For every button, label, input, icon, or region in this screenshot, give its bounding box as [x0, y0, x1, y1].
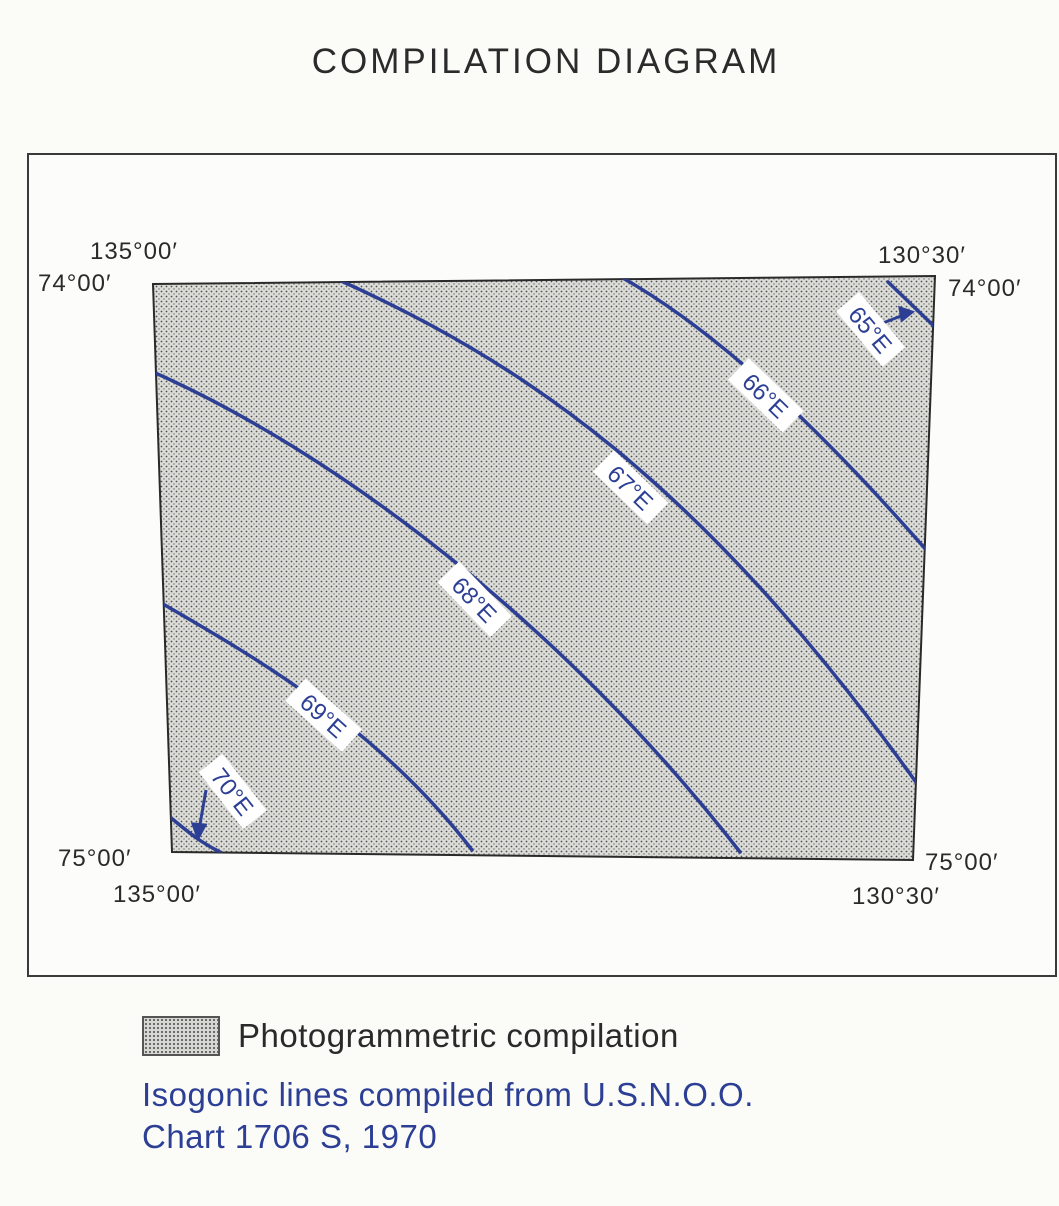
source-line-1: Isogonic lines compiled from U.S.N.O.O. [142, 1076, 754, 1113]
isogonic-line-65e [886, 280, 935, 332]
isogonic-source-note: Isogonic lines compiled from U.S.N.O.O. … [142, 1074, 1042, 1158]
bottom-left-latitude: 75°00′ [58, 845, 132, 872]
bottom-right-longitude: 130°30′ [852, 883, 940, 910]
arrowhead-65e-icon [898, 305, 916, 323]
top-left-longitude: 135°00′ [90, 238, 178, 265]
arrowhead-70e-icon [190, 822, 208, 842]
bottom-left-longitude: 135°00′ [113, 881, 201, 908]
stipple-swatch-icon [142, 1016, 220, 1056]
top-right-longitude: 130°30′ [878, 242, 966, 269]
isogonic-line-70e [168, 815, 222, 854]
diagram-title: COMPILATION DIAGRAM [311, 42, 781, 81]
source-line-2: Chart 1706 S, 1970 [142, 1118, 438, 1155]
isogonic-line-68e [153, 370, 742, 854]
legend-label: Photogrammetric compilation [238, 1017, 679, 1054]
top-left-latitude: 74°00′ [38, 270, 112, 297]
top-right-latitude: 74°00′ [948, 275, 1022, 302]
legend: Photogrammetric compilation Isogonic lin… [142, 1016, 1042, 1158]
legend-row-compilation: Photogrammetric compilation [142, 1016, 1042, 1056]
photogrammetric-area [151, 274, 937, 862]
isogonic-line-67e [328, 276, 920, 787]
bottom-right-latitude: 75°00′ [925, 849, 999, 876]
compilation-map: 65°E 66°E 67°E 68°E 69°E 70°E 135°00′ 74… [38, 238, 1022, 910]
